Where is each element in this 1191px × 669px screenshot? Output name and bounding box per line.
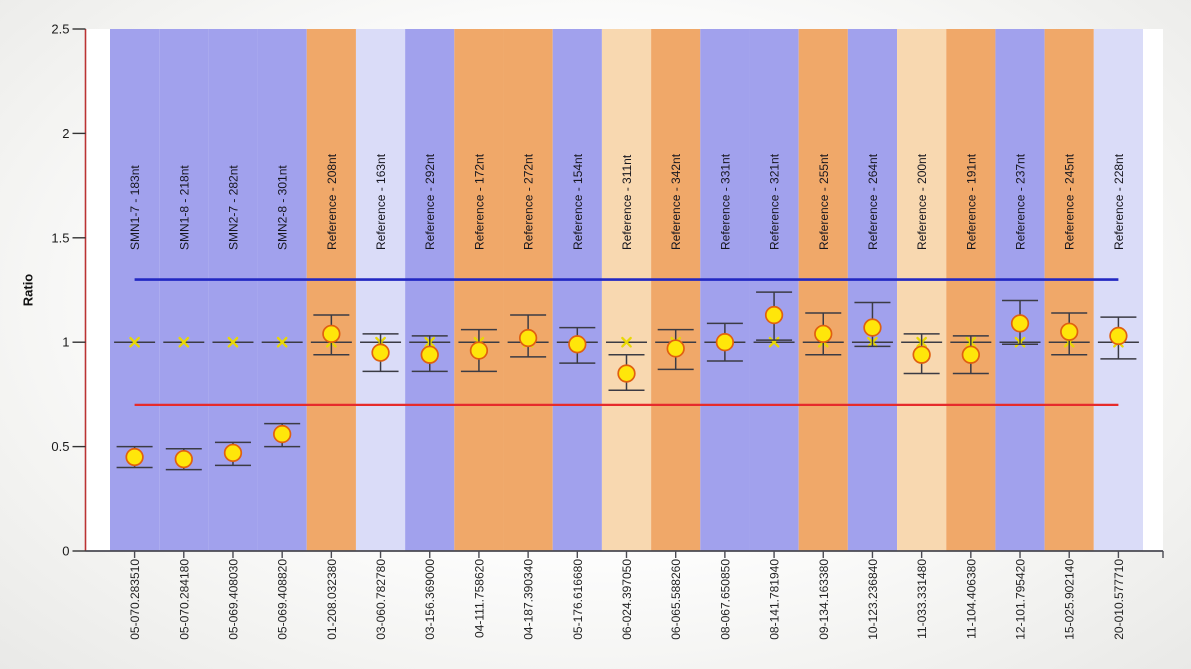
probe-band <box>749 29 799 551</box>
ratio-data-point <box>469 341 489 360</box>
ratio-data-point <box>617 364 636 383</box>
ratio-data-point <box>568 335 587 354</box>
y-axis-tick-label: 1.5 <box>51 230 69 245</box>
sample-label: 05-070.283510 <box>128 559 142 640</box>
probe-label: Reference - 321nt <box>768 153 782 250</box>
ratio-data-point <box>1109 326 1128 346</box>
sample-label: 05-176.616680 <box>571 559 585 640</box>
probe-band <box>946 29 996 551</box>
probe-label: Reference - 331nt <box>718 153 732 250</box>
ratio-data-point <box>1010 314 1030 333</box>
sample-label: 04-187.390340 <box>522 559 536 640</box>
ratio-data-point <box>863 318 882 337</box>
sample-label: 05-070.284180 <box>177 559 191 640</box>
probe-label: Reference - 311nt <box>620 154 634 250</box>
probe-label: SMN1-8 - 218nt <box>177 165 191 250</box>
probe-label: Reference - 342nt <box>669 153 683 250</box>
sample-label: 10-123.236840 <box>866 559 880 640</box>
ratio-data-point <box>715 333 735 352</box>
probe-band <box>110 29 160 551</box>
probe-label: Reference - 191nt <box>964 153 978 250</box>
probe-label: Reference - 228nt <box>1112 153 1126 250</box>
y-axis-title: Ratio <box>20 273 36 307</box>
probe-band <box>601 29 652 551</box>
sample-label: 04-111.758620 <box>472 559 486 638</box>
ratio-data-point <box>174 449 193 469</box>
probe-label: Reference - 272nt <box>522 153 536 250</box>
sample-label: 06-024.397050 <box>620 559 634 640</box>
sample-label: 05-069.408820 <box>276 559 290 640</box>
ratio-data-point <box>666 339 685 358</box>
probe-label: SMN2-8 - 301nt <box>276 165 290 250</box>
probe-band <box>700 29 750 551</box>
probe-label: Reference - 172nt <box>472 153 486 250</box>
sample-label: 03-156.369000 <box>423 559 437 640</box>
probe-label: Reference - 154nt <box>571 153 585 250</box>
ratio-data-point <box>273 424 292 444</box>
sample-label: 20-010.577710 <box>1112 559 1126 640</box>
probe-band <box>897 29 947 551</box>
y-axis-tick-label: 2 <box>62 126 69 141</box>
probe-label: SMN2-7 - 282nt <box>226 165 240 250</box>
sample-label: 09-134.163380 <box>817 559 831 640</box>
sample-label: 03-060.782780 <box>374 559 388 640</box>
ratio-data-point <box>518 328 538 348</box>
y-axis-tick-label: 1 <box>62 335 69 350</box>
probe-band <box>257 29 307 551</box>
probe-band <box>208 29 258 551</box>
sample-label: 08-067.650850 <box>718 559 732 640</box>
probe-band <box>355 29 406 551</box>
probe-band <box>798 29 848 551</box>
probe-band <box>454 29 504 551</box>
sample-label: 11-104.406380 <box>964 559 978 639</box>
expected-ratio-x-marker <box>276 336 288 348</box>
sample-label: 12-101.795420 <box>1014 559 1028 640</box>
probe-band <box>1044 29 1094 551</box>
probe-band <box>1093 29 1143 551</box>
y-axis-tick-label: 0.5 <box>51 439 69 454</box>
expected-ratio-x-marker <box>227 336 239 348</box>
sample-label: 11-033.331480 <box>915 559 929 639</box>
probe-band <box>159 29 209 551</box>
probe-label: Reference - 208nt <box>325 153 339 250</box>
probe-label: Reference - 200nt <box>915 153 929 250</box>
ratio-data-point <box>125 447 144 467</box>
ratio-data-point <box>1060 322 1079 341</box>
probe-band <box>995 29 1045 551</box>
ratio-data-point <box>223 443 243 463</box>
sample-label: 08-141.781940 <box>768 559 782 640</box>
sample-label: 01-208.032380 <box>325 559 339 640</box>
expected-ratio-x-marker <box>129 336 140 348</box>
probe-label: Reference - 245nt <box>1063 153 1077 250</box>
y-axis-tick-label: 0 <box>62 544 69 559</box>
ratio-data-point <box>814 324 833 343</box>
ratio-data-point <box>420 345 439 364</box>
probe-label: Reference - 264nt <box>866 153 880 250</box>
y-axis-tick-label: 2.5 <box>51 22 69 37</box>
ratio-data-point <box>322 324 341 343</box>
probe-label: Reference - 292nt <box>423 153 437 250</box>
expected-ratio-x-marker <box>621 336 632 348</box>
probe-label: Reference - 237nt <box>1014 153 1028 250</box>
ratio-data-point <box>912 345 931 364</box>
probe-band <box>847 29 898 551</box>
ratio-data-point <box>764 305 784 325</box>
probe-band <box>552 29 602 551</box>
probe-label: Reference - 163nt <box>374 153 388 250</box>
sample-label: 05-069.408030 <box>226 559 240 640</box>
probe-label: SMN1-7 - 183nt <box>128 165 142 250</box>
sample-label: 06-065.588260 <box>669 559 683 640</box>
expected-ratio-x-marker <box>178 336 190 348</box>
ratio-data-point <box>371 343 390 362</box>
probe-band <box>651 29 701 551</box>
probe-band <box>503 29 553 551</box>
probe-band <box>405 29 455 551</box>
probe-band <box>306 29 356 551</box>
sample-label: 15-025.902140 <box>1063 559 1077 640</box>
probe-label: Reference - 255nt <box>817 153 831 250</box>
ratio-data-point <box>961 345 980 364</box>
